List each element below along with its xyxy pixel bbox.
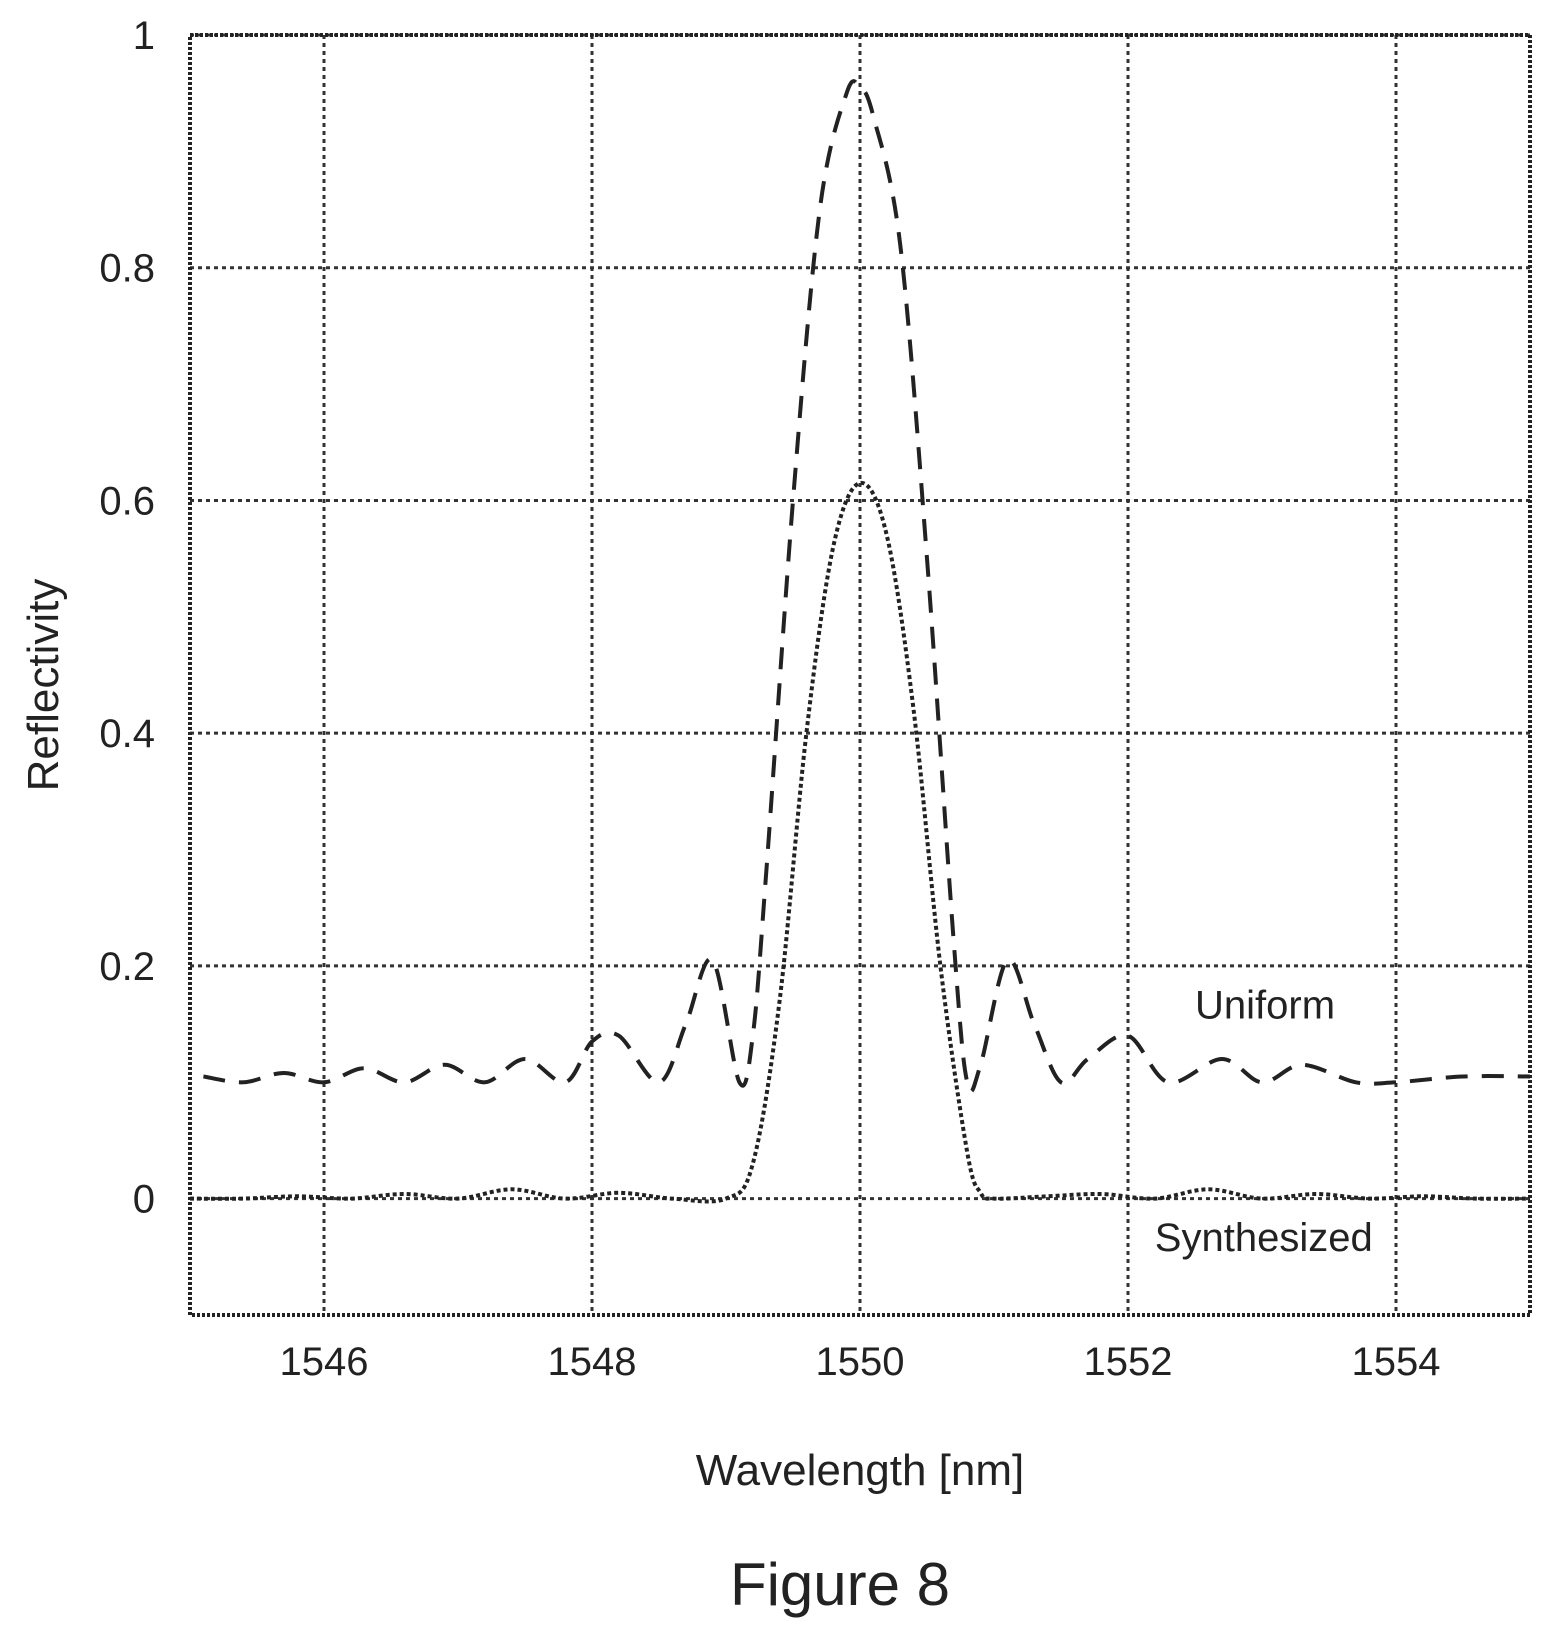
y-tick-label: 1 [133,14,155,58]
x-tick-label: 1550 [816,1340,905,1384]
y-tick-labels: 0 0.2 0.4 0.6 0.8 1 [99,14,155,1222]
y-tick-label: 0.8 [99,247,155,291]
x-tick-label: 1546 [280,1340,369,1384]
figure-caption: Figure 8 [730,1551,950,1618]
plot-frame [188,33,1532,1317]
x-tick-label: 1552 [1084,1340,1173,1384]
series-label-synthesized: Synthesized [1155,1216,1373,1260]
y-axis-title: Reflectivity [19,579,68,792]
series-line-uniform [203,79,1531,1094]
series-lines [189,79,1531,1204]
x-tick-labels: 1546 1548 1550 1552 1554 [280,1340,1441,1384]
y-tick-label: 0.6 [99,479,155,523]
y-tick-label: 0 [133,1178,155,1222]
y-tick-label: 0.2 [99,945,155,989]
x-tick-label: 1548 [548,1340,637,1384]
series-line-synthesized [189,480,1531,1204]
series-label-uniform: Uniform [1195,983,1335,1027]
y-tick-label: 0.4 [99,712,155,756]
x-axis-title: Wavelength [nm] [696,1446,1025,1495]
series-labels: Uniform Synthesized [1155,983,1373,1260]
grid-lines [190,33,1530,1315]
x-tick-label: 1554 [1352,1340,1441,1384]
